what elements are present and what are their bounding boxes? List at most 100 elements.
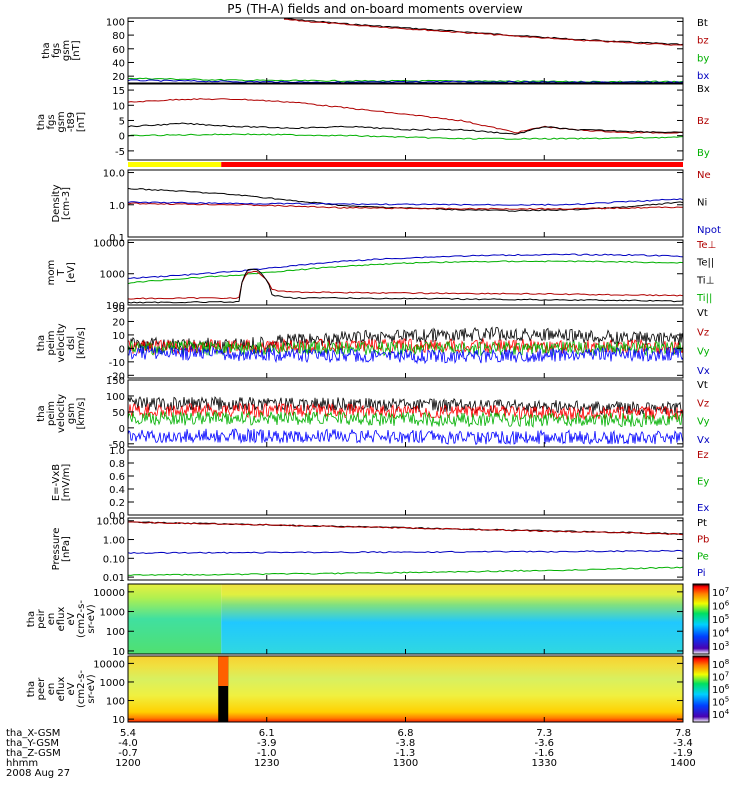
ephemeris-value: -0.7 <box>118 748 138 759</box>
legend-entry: Vy <box>697 347 710 358</box>
y-axis-label: [cm-3] <box>61 187 72 220</box>
y-axis-label: mom <box>46 260 57 286</box>
series-line-Ti|| <box>127 260 684 285</box>
y-tick-label: 20 <box>112 72 125 83</box>
y-tick-label: -5 <box>115 147 125 158</box>
y-axis-label: [mV/m] <box>61 464 72 502</box>
y-axis-label: [nPa] <box>61 536 72 562</box>
y-tick-label: 10000 <box>93 238 125 249</box>
ephemeris-value: -1.9 <box>673 748 693 759</box>
y-axis-label: tha <box>41 42 52 58</box>
series-line-Bt <box>283 18 684 46</box>
legend-entry: Vt <box>697 308 708 319</box>
ephemeris-value: -4.0 <box>118 738 138 749</box>
y-tick-label: 80 <box>112 31 125 42</box>
y-axis-label: peir <box>36 608 47 628</box>
y-tick-label: -20 <box>109 371 125 382</box>
colorbar-tick-label: 108 <box>712 658 729 671</box>
y-tick-label: -10 <box>109 358 125 369</box>
ephemeris-value: -3.8 <box>396 738 416 749</box>
spectrogram-region <box>128 656 683 722</box>
y-axis-label: eV <box>66 612 77 625</box>
y-axis-label: Density <box>51 184 62 222</box>
panel-4: 100 1000 10000 mom T [eV] Te⊥ Te|| Ti⊥ Ti|| <box>46 238 716 312</box>
panel-frame <box>127 239 684 306</box>
series-line-Pi <box>127 549 684 555</box>
series-line-Te|| <box>127 268 684 304</box>
y-axis-label: [eV] <box>66 262 77 283</box>
y-axis-label: fgs <box>46 114 57 129</box>
series-line-Te⊥ <box>127 270 684 300</box>
legend-entry: Ne <box>697 170 711 181</box>
series-line-Ne <box>127 202 684 210</box>
legend-entry: Ti|| <box>696 293 712 304</box>
y-axis-label: fgs <box>51 43 62 58</box>
y-tick-label: 0 <box>119 424 125 435</box>
y-axis-label: tha <box>36 335 47 351</box>
colorbar-tick-label: 106 <box>712 683 730 696</box>
y-tick-label: 0.4 <box>109 485 125 496</box>
colorbar-tick-label: 104 <box>712 708 730 721</box>
legend-entry: Pi <box>697 568 706 579</box>
y-axis-label: sr-eV) <box>86 674 97 703</box>
ephemeris-value: -3.9 <box>257 738 277 749</box>
y-axis-label: peim <box>46 330 57 355</box>
y-tick-label: 1000 <box>100 678 125 689</box>
y-axis-label: en <box>46 683 57 696</box>
panel-1: 20 40 60 80 100 tha fgs gsm [nT] Bt bz by bx <box>41 17 709 84</box>
y-axis-label: eflux <box>56 677 67 702</box>
ephemeris-label: tha_Y-GSM <box>6 738 59 749</box>
panel-3: 0.1 1.0 10.0 Density [cm-3] Ne Ni Npot <box>51 169 721 244</box>
series-line-By <box>127 133 684 140</box>
y-axis-label: gsm <box>56 111 67 132</box>
series-line-Pb <box>128 521 684 536</box>
y-tick-label: 10.0 <box>103 169 125 180</box>
ephemeris-value: 5.4 <box>120 728 136 739</box>
y-axis-label: eV <box>66 682 77 695</box>
colorbar-tick-label: 105 <box>712 613 729 626</box>
legend-entry: Bt <box>697 18 708 29</box>
ephemeris-value: 6.8 <box>398 728 414 739</box>
series-line-Bx <box>127 122 684 135</box>
y-tick-label: 10000 <box>93 659 125 670</box>
y-axis-label: peer <box>36 677 47 701</box>
series-line-Ti⊥ <box>127 253 684 279</box>
legend-entry: by <box>697 53 709 64</box>
y-tick-label: -50 <box>109 440 125 451</box>
y-tick-label: 0 <box>119 344 125 355</box>
y-axis-label: (cm2-s- <box>76 600 87 638</box>
y-tick-label: 10 <box>112 715 125 726</box>
colorbar <box>692 655 710 723</box>
series-line-Vx <box>127 345 684 365</box>
ephemeris-value: 1330 <box>532 758 557 769</box>
series-line-Vz <box>127 402 684 421</box>
ephemeris-value: -3.6 <box>534 738 554 749</box>
y-tick-label: 40 <box>112 58 125 69</box>
legend-entry: bz <box>697 36 709 47</box>
ephemeris-value: 6.1 <box>259 728 275 739</box>
y-tick-label: 0.1 <box>109 233 125 244</box>
y-axis-label: (cm2-s- <box>76 670 87 708</box>
y-tick-label: 10000 <box>93 588 125 599</box>
legend-entry: Bz <box>697 116 709 127</box>
legend-entry: Ti⊥ <box>696 275 714 286</box>
legend-entry: Pb <box>697 535 709 546</box>
ephemeris-value: 1230 <box>254 758 279 769</box>
y-axis-label: eflux <box>56 607 67 632</box>
y-tick-label: 0.01 <box>103 573 125 584</box>
y-tick-label: 150 <box>106 376 125 387</box>
y-axis-label: T <box>56 269 67 277</box>
legend-entry: Vx <box>697 366 710 377</box>
ephemeris-value: 1200 <box>115 758 140 769</box>
series-line-Pe <box>127 566 684 576</box>
y-tick-label: 100 <box>106 17 125 28</box>
y-tick-label: 1000 <box>100 270 125 281</box>
ephemeris-value: -1.6 <box>534 748 554 759</box>
data-gap <box>218 656 229 722</box>
colorbar-tick-label: 106 <box>712 600 730 613</box>
legend-entry: Vx <box>697 435 710 446</box>
panel-6: -50 0 50 100 150 tha peim velocity gsm [km/s] Vt Vz… <box>36 376 710 451</box>
legend-entry: Vt <box>697 380 708 391</box>
y-axis-label: gsm <box>61 40 72 61</box>
